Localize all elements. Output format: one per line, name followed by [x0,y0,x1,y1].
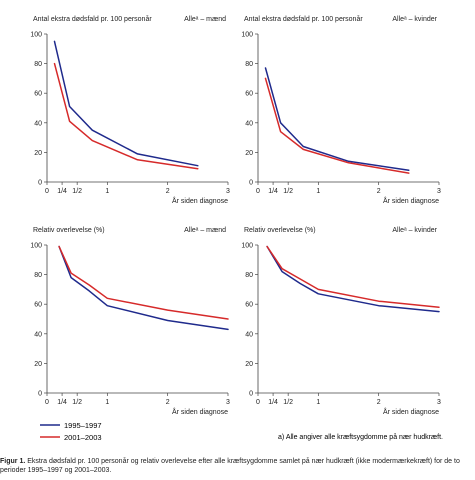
y-tick-label: 80 [245,61,253,68]
y-tick-label: 80 [34,61,42,68]
x-tick-label: 1/2 [283,188,293,195]
y-axis-title: Relativ overlevelse (%) [33,227,105,234]
footnote: a) Alle angiver alle kræftsygdomme på næ… [278,433,443,441]
legend-label-2001: 2001–2003 [64,433,102,442]
panel-label: Alleᵃ – kvinder [392,16,437,23]
x-tick-label: 1 [105,188,109,195]
x-tick-label: 0 [45,399,49,406]
legend: 1995–1997 2001–2003 [40,421,102,442]
y-tick-label: 100 [30,32,42,39]
y-axis-title: Antal ekstra dødsfald pr. 100 personår [33,15,152,23]
x-tick-label: 1/2 [72,188,82,195]
y-tick-label: 40 [245,120,253,127]
y-tick-label: 100 [241,32,253,39]
y-tick-label: 60 [34,91,42,98]
x-tick-label: 0 [256,399,260,406]
y-tick-label: 0 [38,391,42,398]
y-tick-label: 100 [241,243,253,250]
x-tick-label: 0 [256,188,260,195]
y-tick-label: 60 [34,302,42,309]
x-tick-label: 3 [226,188,230,195]
x-tick-label: 2 [166,188,170,195]
series-line-2001-2003 [58,245,229,320]
series-line-2001-2003 [53,62,199,170]
figure-caption: Figur 1. Ekstra dødsfald pr. 100 personå… [0,457,470,475]
y-tick-label: 0 [38,180,42,187]
x-tick-label: 3 [437,399,441,406]
x-tick-label: 1/4 [57,399,67,406]
chart-panel-2: 0 20 40 60 80 100 0 1/4 1/2 1 2 3 Antal ekstra dødsf… [241,15,441,205]
y-tick-label: 20 [245,361,253,368]
x-tick-label: 0 [45,188,49,195]
series-line-1995-1997 [58,245,229,331]
x-tick-label: 1/4 [268,188,278,195]
y-tick-label: 80 [34,272,42,279]
series-line-1995-1997 [53,40,199,167]
y-tick-label: 0 [249,180,253,187]
y-axis-title: Antal ekstra dødsfald pr. 100 personår [244,15,363,23]
x-axis-title: År siden diagnose [172,407,228,416]
x-axis-title: År siden diagnose [172,196,228,205]
caption-text: Ekstra dødsfald pr. 100 personår og rela… [0,458,460,474]
chart-panel-1: 0 20 40 60 80 100 0 1/4 1/2 1 2 3 Antal ekstra dødsf… [30,15,230,205]
x-tick-label: 1/2 [72,399,82,406]
y-tick-label: 60 [245,91,253,98]
x-tick-label: 2 [377,399,381,406]
x-tick-label: 1/2 [283,399,293,406]
y-tick-label: 20 [34,150,42,157]
caption-label: Figur 1. [0,458,26,465]
y-axis-title: Relativ overlevelse (%) [244,227,316,234]
y-tick-label: 80 [245,272,253,279]
y-tick-label: 40 [34,331,42,338]
y-tick-label: 40 [34,120,42,127]
x-axis-title: År siden diagnose [383,196,439,205]
y-tick-label: 20 [245,150,253,157]
series-line-1995-1997 [264,67,410,171]
x-tick-label: 1 [316,399,320,406]
panel-label: Alleᵃ – mænd [184,16,226,23]
x-tick-label: 2 [166,399,170,406]
series-line-2001-2003 [266,245,440,308]
x-axis-title: År siden diagnose [383,407,439,416]
x-tick-label: 1 [316,188,320,195]
x-tick-label: 1 [105,399,109,406]
legend-label-1995: 1995–1997 [64,421,102,430]
chart-canvas: 1995–1997 2001–2003 a) Alle angiver alle… [30,15,443,442]
y-tick-label: 100 [30,243,42,250]
chart-panel-4: 0 20 40 60 80 100 0 1/4 1/2 1 2 3 Relativ overlevels… [241,227,441,416]
x-tick-label: 1/4 [57,188,67,195]
x-tick-label: 1/4 [268,399,278,406]
chart-panel-3: 0 20 40 60 80 100 0 1/4 1/2 1 2 3 Relativ overlevels… [30,227,230,416]
series-line-1995-1997 [266,245,440,313]
panel-label: Alleᵃ – mænd [184,227,226,234]
x-tick-label: 2 [377,188,381,195]
series-line-2001-2003 [264,77,410,174]
y-tick-label: 0 [249,391,253,398]
x-tick-label: 3 [437,188,441,195]
y-tick-label: 40 [245,331,253,338]
x-tick-label: 3 [226,399,230,406]
y-tick-label: 20 [34,361,42,368]
panel-label: Alleᵃ – kvinder [392,227,437,234]
y-tick-label: 60 [245,302,253,309]
